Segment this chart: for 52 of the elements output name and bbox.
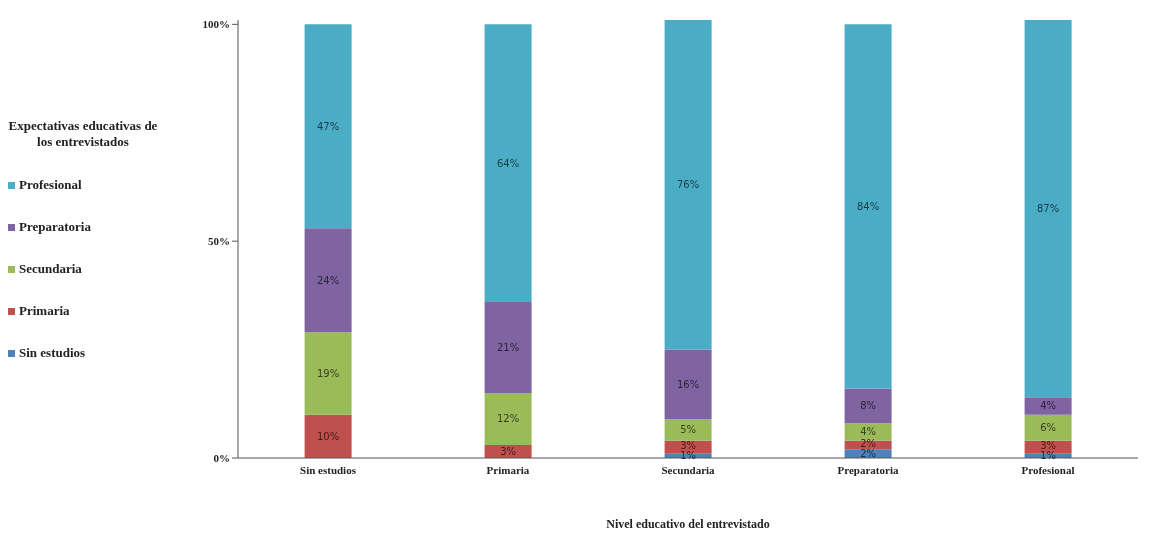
- x-tick-label: Secundaria: [661, 463, 716, 476]
- data-label: 64%: [496, 157, 520, 169]
- legend-title: Expectativas educativas de los entrevistados: [8, 118, 158, 150]
- bar: [304, 332, 352, 415]
- bar: [844, 388, 892, 424]
- bar: [1024, 414, 1072, 441]
- data-label: 4%: [1040, 400, 1057, 412]
- data-label: 5%: [680, 424, 697, 436]
- legend-label: Secundaria: [19, 261, 82, 277]
- data-label: 6%: [1040, 422, 1057, 434]
- bar: [484, 392, 532, 445]
- data-label: 19%: [316, 367, 340, 379]
- bar: [304, 414, 352, 458]
- data-label: 24%: [316, 274, 340, 286]
- data-label: 21%: [496, 341, 520, 353]
- x-axis-title: Nivel educativo del entrevistado: [606, 517, 770, 531]
- x-tick-label: Profesional: [1021, 463, 1075, 476]
- x-tick-label: Preparatoria: [837, 463, 899, 476]
- data-label: 76%: [676, 179, 700, 191]
- data-label: 4%: [860, 426, 877, 438]
- legend-label: Preparatoria: [19, 219, 91, 235]
- x-tick-label: Primaria: [486, 463, 530, 476]
- data-label: 84%: [856, 200, 880, 212]
- bar: [664, 349, 712, 419]
- legend-label: Primaria: [19, 303, 70, 319]
- legend-label: Sin estudios: [19, 345, 86, 361]
- bar: [484, 24, 532, 302]
- data-label: 47%: [316, 120, 340, 132]
- y-tick-label: 50%: [208, 235, 230, 248]
- data-label: 3%: [680, 440, 697, 452]
- bar: [1024, 397, 1072, 415]
- bar: [844, 24, 892, 389]
- legend-label: Profesional: [19, 177, 82, 193]
- bar: [664, 418, 712, 441]
- bar: [844, 423, 892, 441]
- data-label: 12%: [496, 413, 520, 425]
- y-tick-label: 100%: [202, 18, 230, 31]
- data-label: 87%: [1036, 203, 1060, 215]
- data-label: 3%: [500, 446, 517, 457]
- bar: [1024, 20, 1072, 398]
- bar: [664, 20, 712, 350]
- x-tick-label: Sin estudios: [300, 463, 357, 476]
- data-label: 16%: [676, 378, 700, 390]
- bar: [304, 24, 352, 229]
- data-label: 10%: [316, 430, 340, 442]
- data-label: 3%: [1040, 440, 1057, 452]
- data-label: 8%: [860, 400, 877, 412]
- y-tick-label: 0%: [213, 451, 230, 464]
- data-label: 2%: [860, 448, 877, 460]
- bar: [484, 301, 532, 393]
- bar: [304, 228, 352, 333]
- data-label: 2%: [860, 438, 877, 450]
